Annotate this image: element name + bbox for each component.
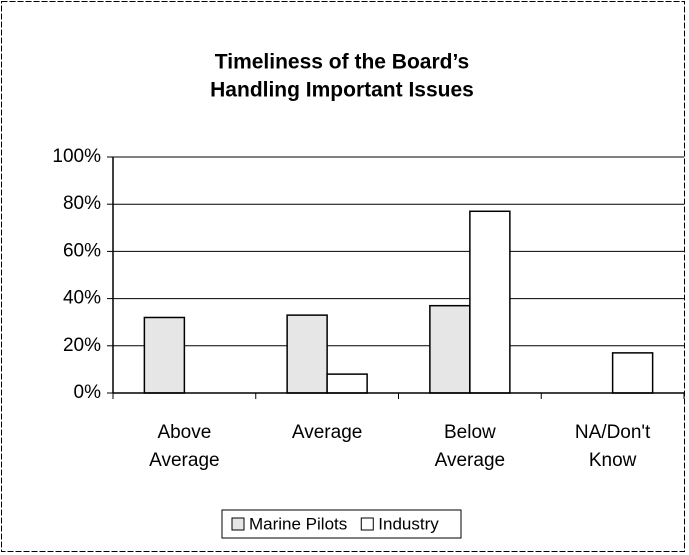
y-tick-label: 100% (52, 146, 101, 167)
y-tick-label: 0% (74, 382, 102, 403)
bar (429, 304, 471, 394)
x-tick-label: NA/Don't Know (575, 422, 651, 471)
y-tick-label: 60% (63, 240, 101, 261)
bar (469, 210, 511, 394)
legend-label: Marine Pilots (249, 514, 347, 533)
x-tick-label: Below Average (435, 422, 505, 471)
legend-swatch (360, 517, 374, 531)
y-tick-label: 40% (63, 288, 101, 309)
y-tick-label: 20% (63, 335, 101, 356)
y-tick-label: 80% (63, 193, 101, 214)
bar (611, 352, 654, 394)
legend-swatch (231, 517, 245, 531)
chart-title: Timeliness of the Board’s (215, 51, 469, 74)
legend-label: Industry (378, 514, 439, 533)
chart-title: Handling Important Issues (210, 79, 474, 102)
legend-box (221, 509, 462, 539)
bar (326, 373, 368, 394)
bar (143, 316, 186, 394)
x-tick-label: Above Average (149, 422, 219, 471)
bar (286, 314, 328, 394)
x-tick-label: Average (292, 422, 362, 443)
